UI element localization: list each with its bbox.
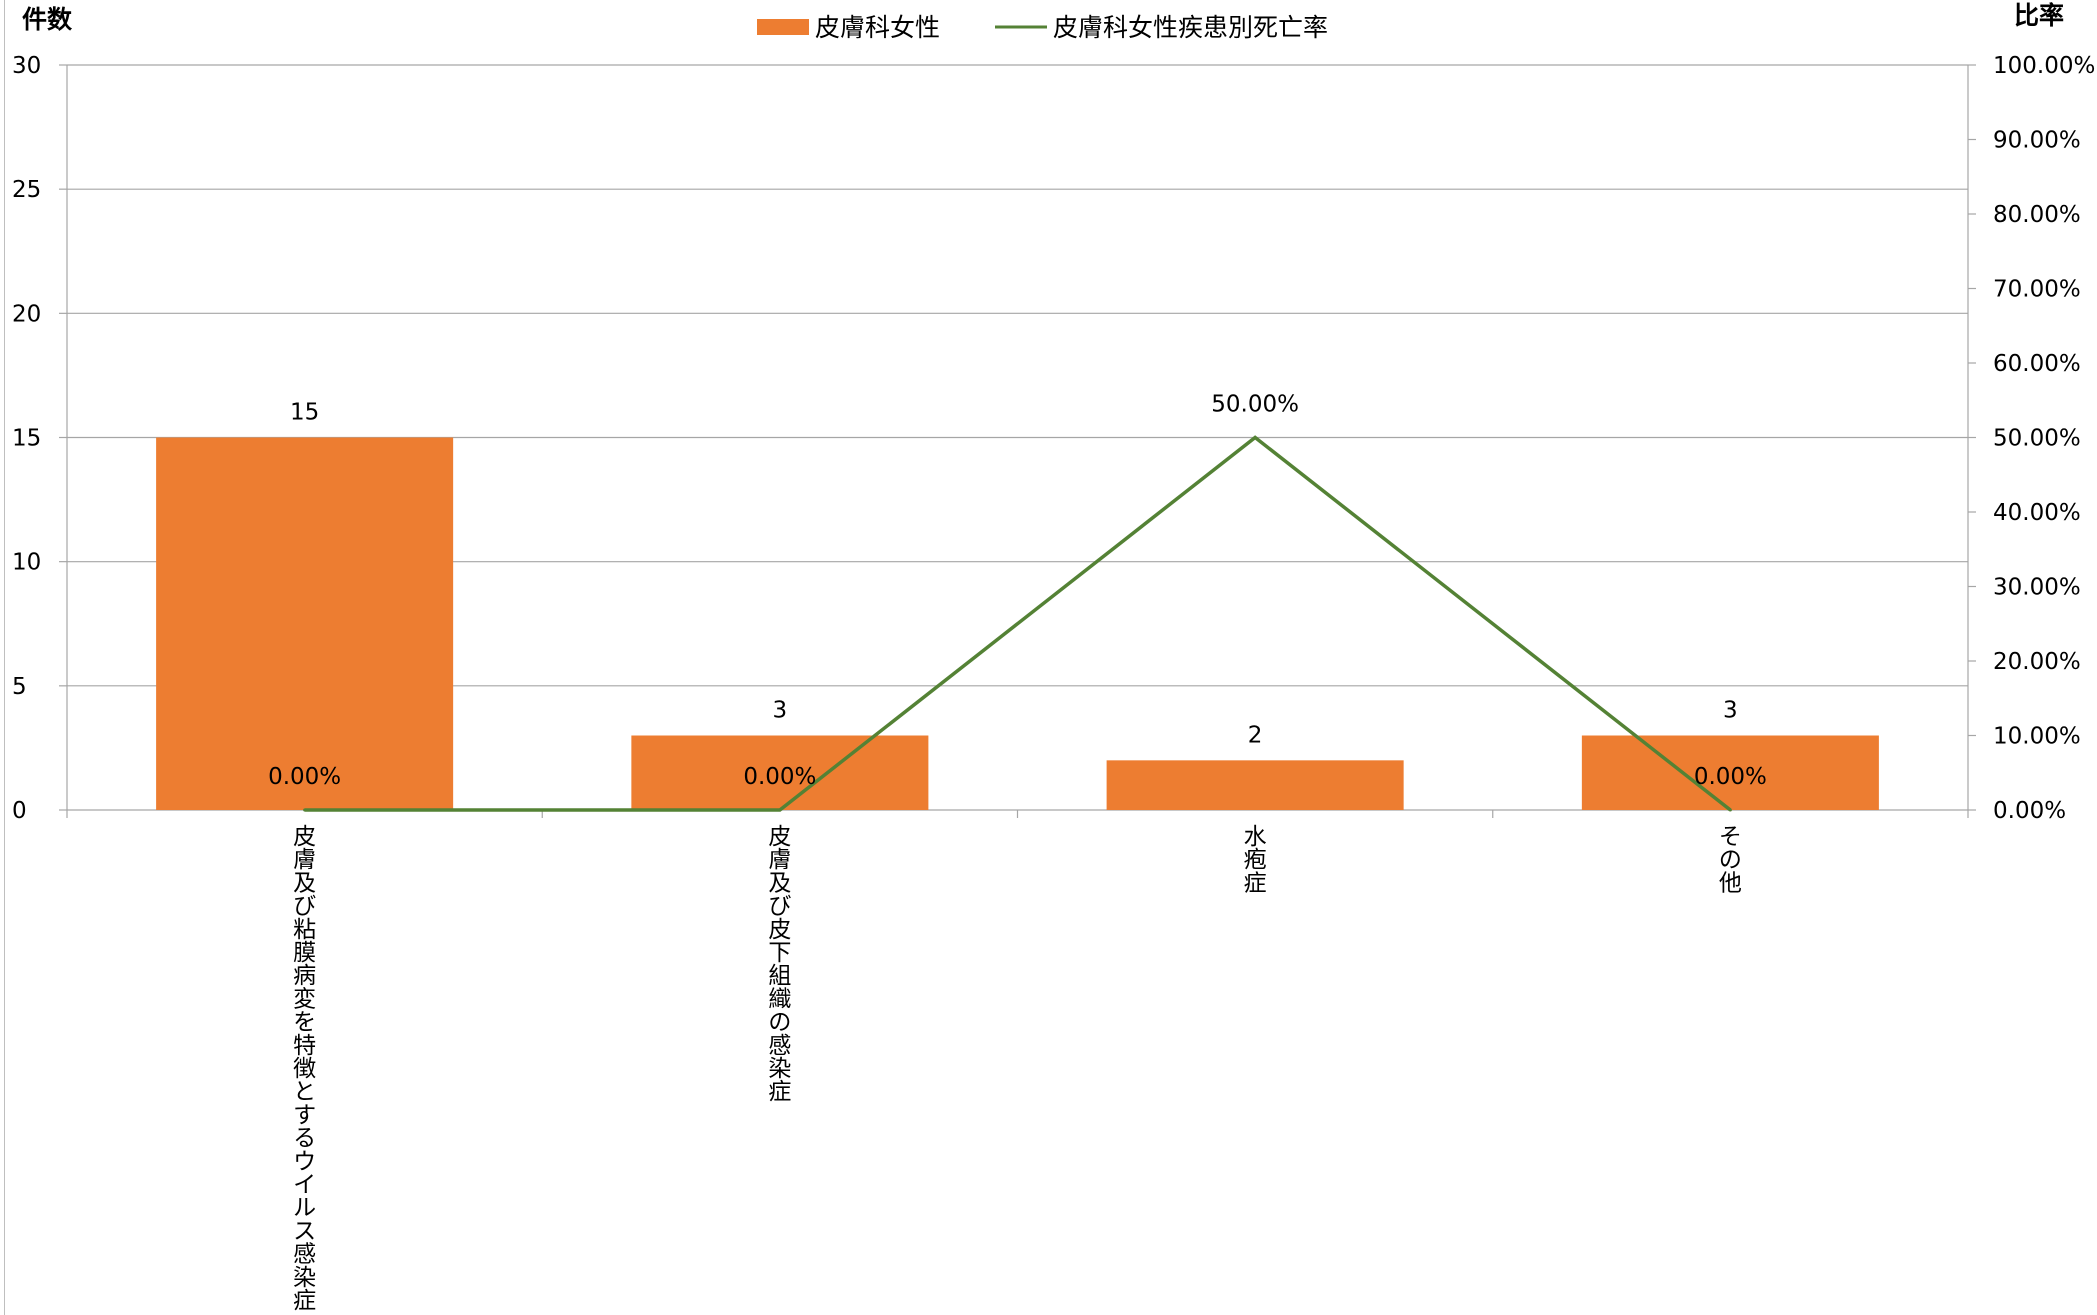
y2-tick-label: 10.00%	[1993, 724, 2081, 750]
bar	[1581, 735, 1879, 810]
y-tick-label: 10	[12, 550, 41, 576]
y2-tick-label: 0.00%	[1993, 798, 2066, 824]
line-point	[303, 808, 307, 812]
y-tick-label: 20	[12, 301, 41, 327]
chart-frame	[4, 0, 2097, 1315]
y2-tick-label: 50.00%	[1993, 426, 2081, 452]
bar-data-label: 3	[773, 698, 788, 724]
y-tick-label: 15	[12, 426, 41, 452]
y2-tick-label: 20.00%	[1993, 649, 2081, 675]
legend-bar-swatch	[757, 19, 809, 35]
line-point	[1253, 436, 1257, 439]
data-labels: 15 3 2 3 0.00% 0.00% 50.00% 0.00%	[268, 392, 1767, 791]
legend-line-label: 皮膚科女性疾患別死亡率	[1053, 13, 1328, 42]
y-axis-title: 件数	[22, 5, 73, 34]
y-tick-label: 30	[12, 53, 41, 79]
y2-tick-label: 30.00%	[1993, 575, 2081, 601]
y2-tick-label: 40.00%	[1993, 500, 2081, 526]
line-series	[303, 435, 1732, 812]
bar	[1106, 760, 1404, 810]
bar	[631, 735, 929, 810]
y2-tick-label: 60.00%	[1993, 351, 2081, 377]
y-tick-label: 25	[12, 177, 41, 203]
x-category-label: 水疱症	[1244, 824, 1267, 896]
x-category-label: その他	[1719, 824, 1742, 896]
x-category-label: 皮膚及び皮下組織の感染症	[768, 824, 791, 1105]
y2-tick-label: 80.00%	[1993, 202, 2081, 228]
bar-data-label: 3	[1723, 698, 1738, 724]
axes: 0510152025300.00%10.00%20.00%30.00%40.00…	[12, 53, 2095, 824]
y2-tick-label: 70.00%	[1993, 277, 2081, 303]
line-path	[304, 435, 1732, 812]
bar-series	[156, 437, 1879, 810]
line-data-label: 50.00%	[1211, 392, 1299, 418]
y2-tick-label: 90.00%	[1993, 128, 2081, 154]
line-data-label: 0.00%	[743, 764, 816, 790]
y-tick-label: 0	[12, 798, 27, 824]
y-tick-label: 5	[12, 674, 27, 700]
bar	[156, 437, 454, 810]
y2-axis-title: 比率	[2014, 1, 2064, 30]
y2-tick-label: 100.00%	[1993, 53, 2095, 79]
legend: 皮膚科女性 皮膚科女性疾患別死亡率	[757, 13, 1328, 42]
line-data-label: 0.00%	[268, 764, 341, 790]
line-point	[778, 808, 782, 812]
bar-data-label: 2	[1248, 722, 1263, 748]
line-point	[1728, 808, 1732, 812]
line-data-label: 0.00%	[1694, 764, 1767, 790]
category-labels: 皮膚及び粘膜病変を特徴とするウイルス感染症 皮膚及び皮下組織の感染症 水疱症 その他	[293, 824, 1742, 1314]
x-category-label: 皮膚及び粘膜病変を特徴とするウイルス感染症	[293, 824, 316, 1314]
bar-data-label: 15	[290, 400, 319, 426]
legend-bar-label: 皮膚科女性	[815, 13, 940, 42]
